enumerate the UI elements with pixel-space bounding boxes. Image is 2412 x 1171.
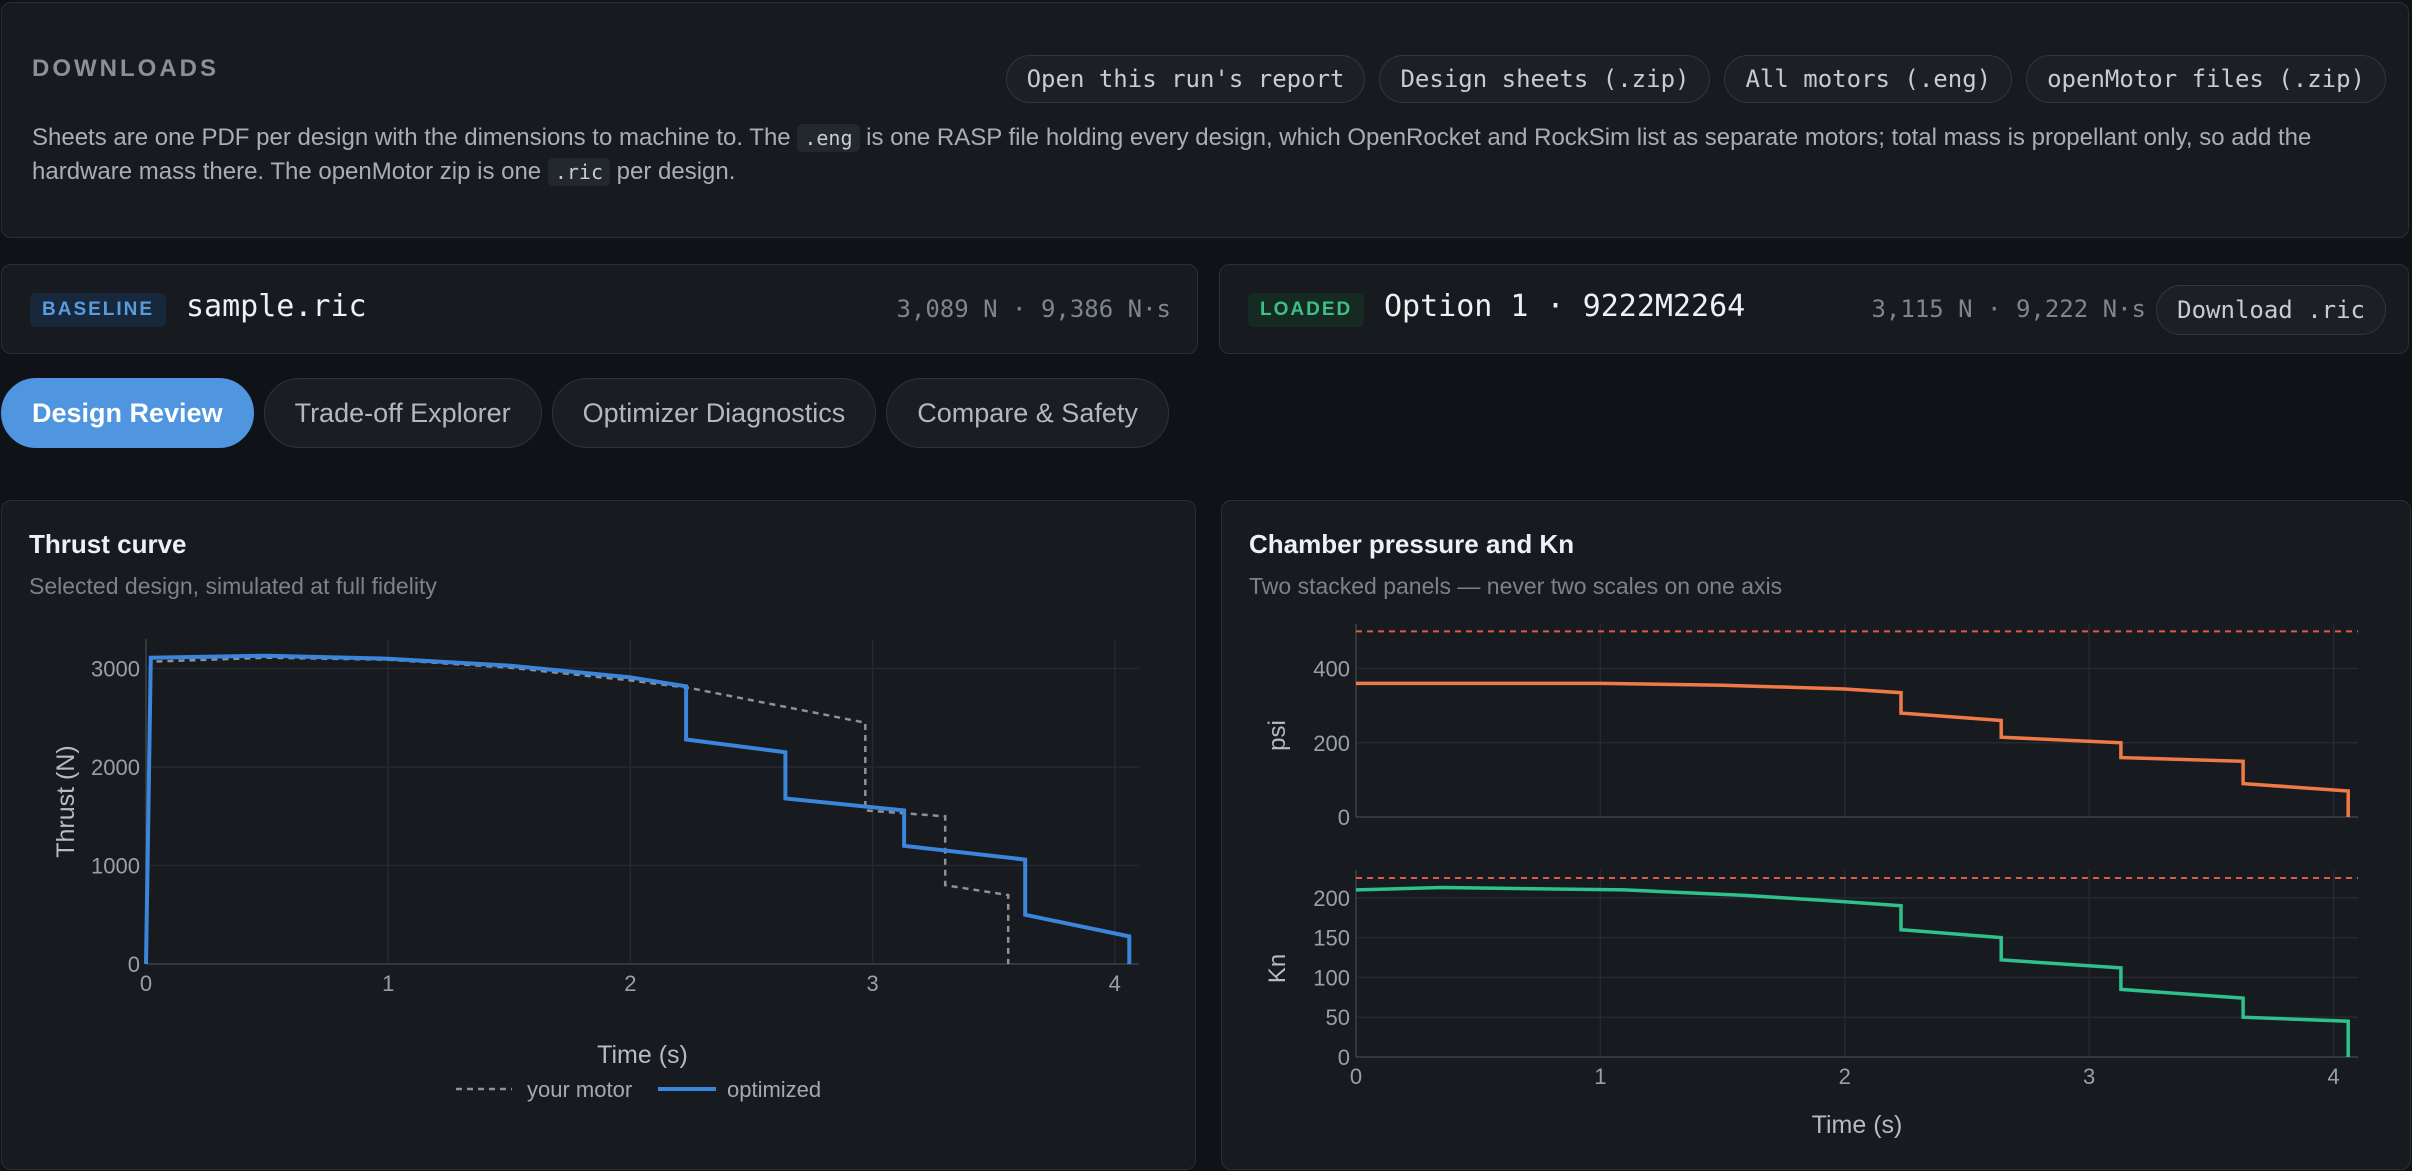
thrust-y-tick-label: 1000 [91,854,140,879]
pressure-y-tick-label: 0 [1338,805,1350,830]
loaded-stats: 3,115 N · 9,222 N·s [1871,295,2146,323]
thrust-curve-panel: Thrust curve Selected design, simulated … [1,500,1196,1170]
desc-text-1: Sheets are one PDF per design with the d… [32,124,798,151]
thrust-x-tick-label: 1 [382,971,394,996]
kn-y-tick-label: 100 [1313,965,1350,990]
pressure-y-tick-label: 200 [1313,731,1350,756]
kn-x-tick-label: 0 [1350,1064,1362,1089]
kn-series-line [1355,885,2350,1057]
tab-optimizer-diagnostics[interactable]: Optimizer Diagnostics [551,378,877,448]
downloads-actions: Open this run's report Design sheets (.z… [1005,55,2386,103]
downloads-description: Sheets are one PDF per design with the d… [32,121,2392,189]
kn-x-tick-label: 2 [1839,1064,1851,1089]
legend-your-motor-label: your motor [527,1077,632,1102]
pressure-y-axis-label: psi [1264,720,1291,751]
thrust-y-tick-label: 3000 [91,657,140,682]
your-motor-series-line [144,656,1010,965]
all-motors-button[interactable]: All motors (.eng) [1724,55,2013,103]
loaded-card: LOADED Option 1 · 9222M2264 3,115 N · 9,… [1219,264,2409,354]
kn-x-tick-label: 3 [2083,1064,2095,1089]
optimized-series-line [144,653,1132,965]
thrust-chart-subtitle: Selected design, simulated at full fidel… [29,573,437,599]
thrust-x-axis-label: Time (s) [597,1041,688,1069]
thrust-x-tick-label: 0 [140,971,152,996]
thrust-y-tick-label: 0 [128,952,140,977]
thrust-chart-title: Thrust curve [29,529,187,559]
view-tabs: Design Review Trade-off Explorer Optimiz… [1,378,1169,448]
downloads-title: DOWNLOADS [32,55,219,82]
legend-optimized-label: optimized [727,1077,821,1102]
baseline-name: sample.ric [186,289,367,324]
kn-y-tick-label: 200 [1313,886,1350,911]
pressure-kn-chart: 0 200 400 0 50 100 150 200 0 1 2 3 4 psi Kn Time (s) [1264,624,2358,1139]
thrust-x-tick-label: 4 [1109,971,1121,996]
kn-y-tick-label: 50 [1326,1005,1350,1030]
kn-y-axis-label: Kn [1264,954,1291,983]
thrust-x-tick-label: 3 [866,971,878,996]
thrust-x-tick-label: 2 [624,971,636,996]
loaded-name: Option 1 · 9222M2264 [1384,289,1746,324]
thrust-y-tick-label: 2000 [91,755,140,780]
desc-text-3: per design. [610,158,736,185]
kn-y-tick-label: 0 [1338,1045,1350,1070]
open-report-button[interactable]: Open this run's report [1005,55,1366,103]
pressure-kn-panel: Chamber pressure and Kn Two stacked pane… [1221,500,2411,1170]
tab-compare-safety[interactable]: Compare & Safety [886,378,1169,448]
baseline-stats: 3,089 N · 9,386 N·s [896,295,1171,323]
eng-code: .eng [797,124,860,152]
pressure-chart-subtitle: Two stacked panels — never two scales on… [1249,573,1783,599]
pressure-series-line [1356,681,2350,817]
downloads-panel: DOWNLOADS Open this run's report Design … [1,2,2409,238]
design-sheets-button[interactable]: Design sheets (.zip) [1379,55,1711,103]
pressure-y-tick-label: 400 [1313,657,1350,682]
baseline-badge: BASELINE [30,293,167,327]
kn-x-axis-label: Time (s) [1812,1111,1903,1139]
ric-code: .ric [547,158,610,186]
download-ric-button[interactable]: Download .ric [2156,285,2386,335]
kn-x-tick-label: 1 [1594,1064,1606,1089]
kn-y-tick-label: 150 [1313,926,1350,951]
desc-text-2: is one RASP file holding every design, w… [32,124,2312,185]
openmotor-files-button[interactable]: openMotor files (.zip) [2026,55,2386,103]
baseline-card: BASELINE sample.ric 3,089 N · 9,386 N·s [1,264,1198,354]
thrust-y-axis-label: Thrust (N) [52,745,80,858]
pressure-chart-title: Chamber pressure and Kn [1249,529,1575,559]
tab-trade-off-explorer[interactable]: Trade-off Explorer [263,378,542,448]
thrust-chart: 0 1000 2000 3000 0 1 2 3 4 Time (s) Thrust (N) your… [52,639,1139,1102]
kn-x-tick-label: 4 [2327,1064,2339,1089]
tab-design-review[interactable]: Design Review [1,378,254,448]
loaded-badge: LOADED [1248,293,1365,327]
